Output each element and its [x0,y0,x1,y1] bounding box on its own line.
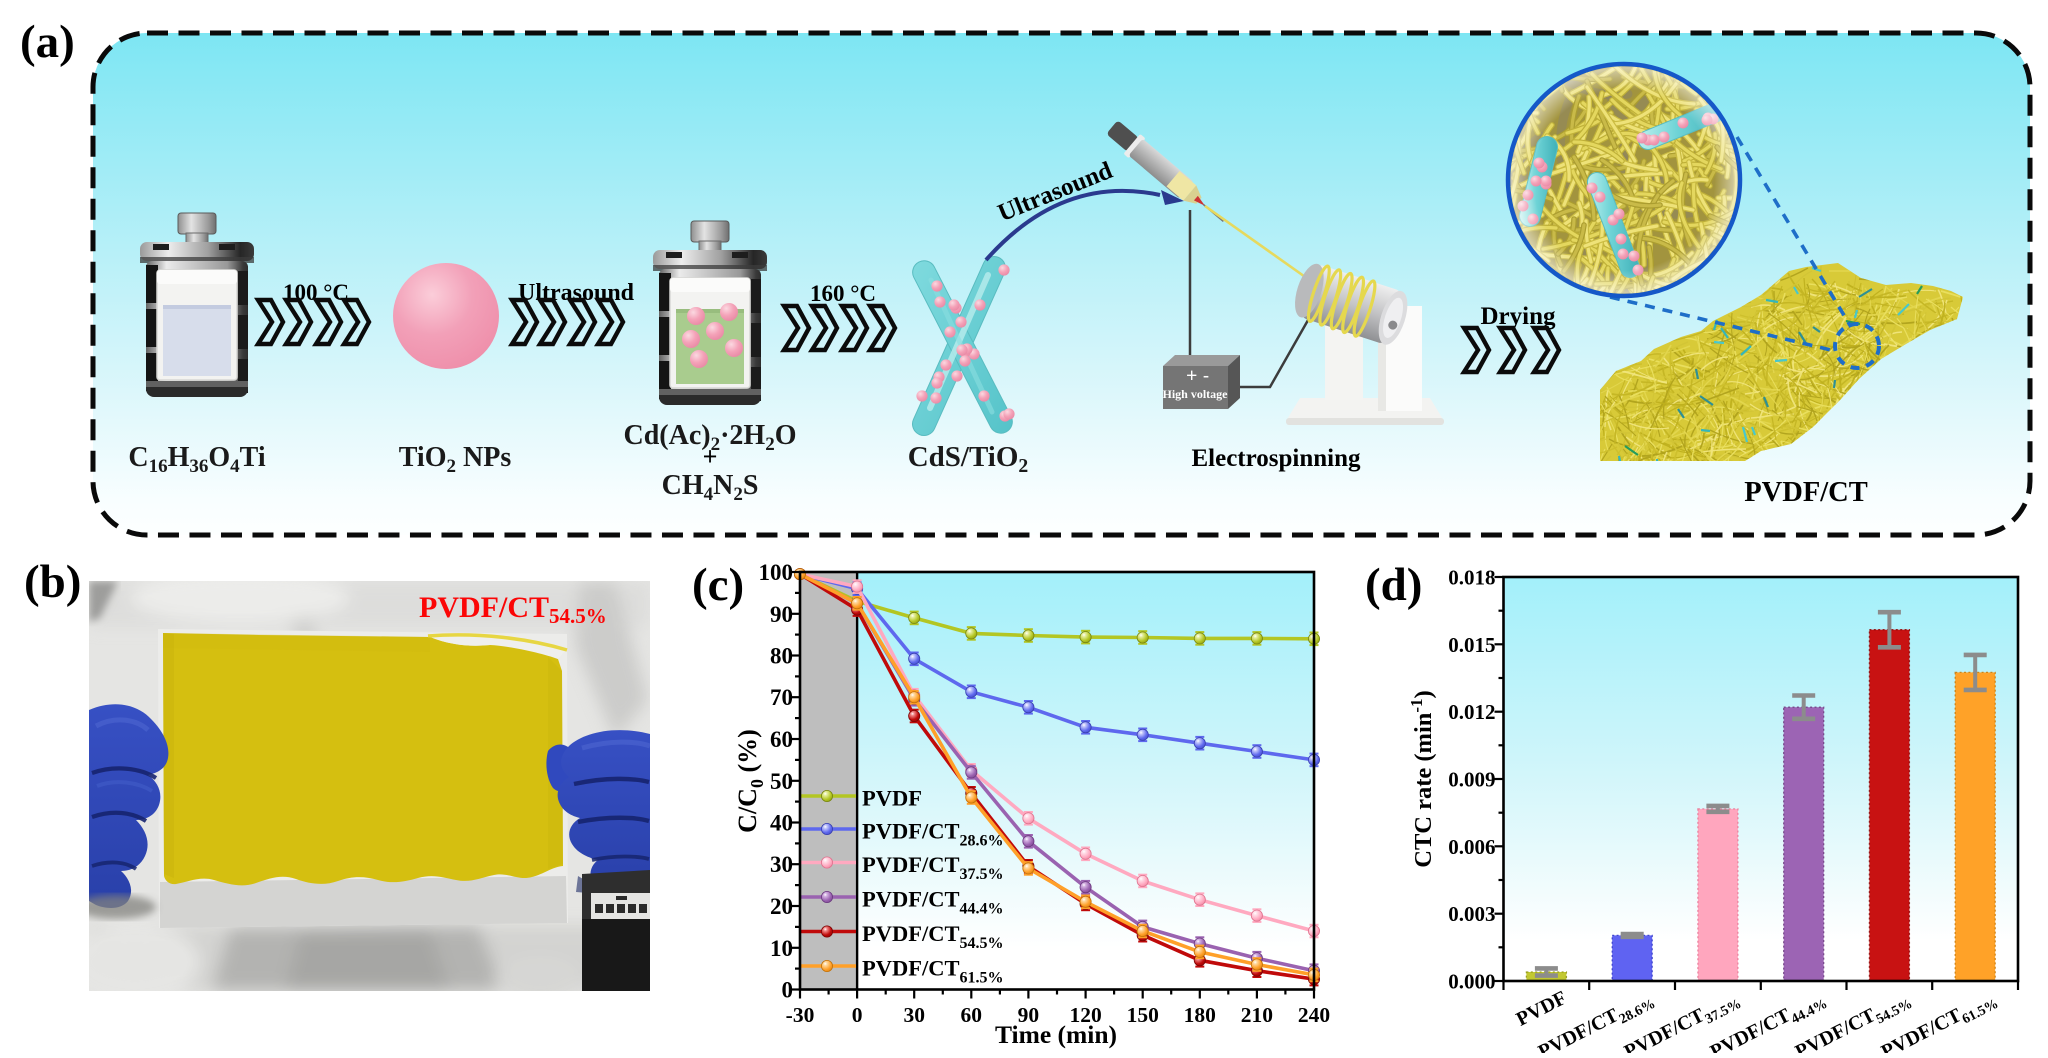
svg-text:PVDF: PVDF [862,786,922,811]
svg-text:0.018: 0.018 [1448,566,1495,590]
svg-text:150: 150 [1127,1003,1159,1027]
svg-text:CH4​N2​S: CH4​N2​S [662,470,759,505]
svg-text:20: 20 [770,894,793,919]
svg-text:0.003: 0.003 [1448,902,1495,926]
svg-text:240: 240 [1298,1003,1330,1027]
svg-text:0: 0 [852,1003,863,1027]
svg-text:-: - [1203,365,1209,385]
svg-text:+: + [703,442,718,471]
svg-text:Drying: Drying [1481,303,1557,330]
svg-text:TiO2​ NPs: TiO2​ NPs [399,442,512,477]
svg-text:Time (min): Time (min) [995,1020,1117,1049]
svg-text:30: 30 [770,852,793,877]
svg-text:(a): (a) [20,16,75,68]
svg-text:0.000: 0.000 [1448,970,1495,994]
svg-text:High voltage: High voltage [1163,387,1229,401]
svg-text:70: 70 [770,685,793,710]
svg-text:40: 40 [770,811,793,836]
svg-text:120: 120 [1069,1003,1101,1027]
svg-text:90: 90 [1018,1003,1040,1027]
svg-text:50: 50 [770,769,793,794]
svg-text:30: 30 [903,1003,925,1027]
svg-text:(b): (b) [24,556,81,608]
svg-text:0.006: 0.006 [1448,835,1495,859]
svg-text:-30: -30 [786,1003,815,1027]
svg-text:80: 80 [770,644,793,669]
svg-text:Cd(Ac)2​·2H2​O: Cd(Ac)2​·2H2​O [624,420,797,455]
svg-text:0: 0 [782,978,794,1003]
svg-text:90: 90 [770,602,793,627]
svg-text:210: 210 [1241,1003,1273,1027]
svg-text:0.012: 0.012 [1448,700,1495,724]
svg-text:160 °C: 160 °C [810,281,876,306]
svg-text:CTC rate (min-1): CTC rate (min-1) [1407,690,1437,867]
svg-text:10: 10 [770,936,793,961]
svg-text:180: 180 [1184,1003,1216,1027]
svg-text:C16​H36​O4​Ti: C16​H36​O4​Ti [128,442,265,477]
svg-text:100: 100 [759,560,794,585]
svg-text:PVDF/CT: PVDF/CT [1744,477,1868,508]
svg-text:+: + [1186,365,1197,387]
svg-text:0.009: 0.009 [1448,768,1495,792]
svg-text:(d): (d) [1365,559,1422,611]
svg-text:60: 60 [770,727,793,752]
svg-text:(c): (c) [692,559,744,611]
svg-text:CdS/TiO2​: CdS/TiO2​ [908,441,1029,477]
svg-text:0.015: 0.015 [1448,633,1495,657]
svg-text:60: 60 [961,1003,983,1027]
svg-text:Electrospinning: Electrospinning [1191,445,1361,472]
